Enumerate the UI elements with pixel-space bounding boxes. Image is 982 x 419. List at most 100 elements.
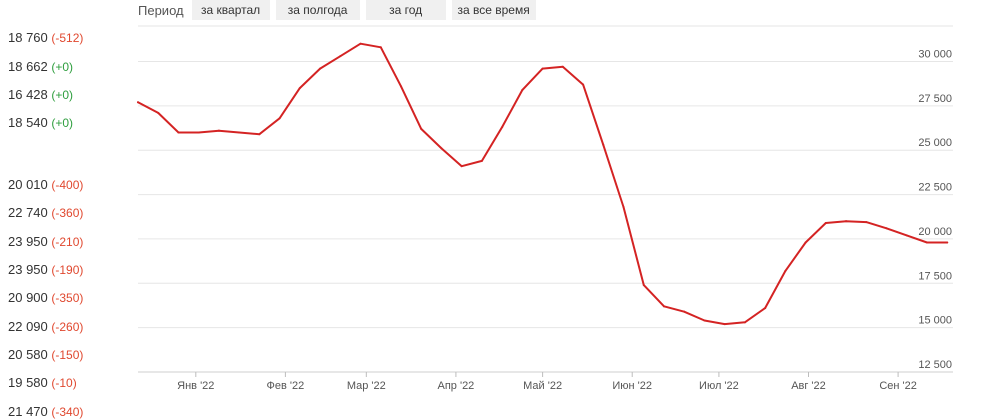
price-list-item: 20 580 (-150) [8,347,83,362]
price-delta: (-360) [51,206,84,220]
price-value: 20 010 [8,177,52,192]
price-delta: (-400) [51,178,84,192]
data-point [339,55,342,58]
data-point [420,127,423,130]
y-tick-label: 22 500 [918,182,952,194]
period-all-time-button[interactable]: за все время [451,0,536,20]
y-axis-ticks: 12 500 15 000 17 500 20 000 22 500 25 000 27 5… [918,48,952,371]
data-point [238,131,241,134]
x-axis-ticks: Янв '22 Фев '22 Мар '22 Апр '22 Май '22 Июн '… [177,372,917,392]
y-tick-label: 25 000 [918,137,952,149]
period-quarter-button[interactable]: за квартал [191,0,270,20]
data-point [946,241,949,244]
price-list-item: 18 760 (-512) [8,30,83,45]
price-list-item: 18 540 (+0) [8,115,73,130]
y-tick-label: 27 500 [918,93,952,105]
data-point [905,234,908,237]
price-list-item: 20 900 (-350) [8,290,83,305]
data-point [137,101,139,104]
period-year-button[interactable]: за год [365,0,446,20]
x-tick-label: Май '22 [523,380,562,392]
price-list-item: 22 740 (-360) [8,205,83,220]
data-point [440,147,443,150]
data-point [925,241,928,244]
data-point [278,117,281,120]
price-list-item: 19 580 (-10) [8,375,77,390]
price-list-item: 16 428 (+0) [8,87,73,102]
price-delta: (+0) [51,60,74,74]
data-point [541,67,544,70]
data-point [824,221,827,224]
price-value: 16 428 [8,87,52,102]
data-point [743,321,746,324]
price-list-item: 18 662 (+0) [8,59,73,74]
price-delta: (-260) [51,320,84,334]
data-point [885,227,888,230]
y-tick-label: 12 500 [918,359,952,371]
x-tick-label: Янв '22 [177,380,214,392]
price-value: 18 662 [8,59,52,74]
data-point [197,131,200,134]
data-point [642,284,645,287]
price-series-points [137,42,949,326]
data-point [460,165,463,168]
x-tick-label: Апр '22 [438,380,475,392]
price-series-line [137,42,949,326]
data-point [399,85,402,88]
price-list-item: 23 950 (-210) [8,234,83,249]
price-list-item: 20 010 (-400) [8,177,83,192]
data-point [379,46,382,49]
price-value: 18 540 [8,115,52,130]
data-point [582,83,585,86]
data-point [703,319,706,322]
price-value: 23 950 [8,234,52,249]
data-point [177,131,180,134]
data-point [258,133,261,136]
data-point [480,159,483,162]
data-point [319,67,322,70]
data-point [622,205,625,208]
period-selector: Период за квартал за полгода за год за в… [138,0,542,20]
price-delta: (-10) [51,376,77,390]
price-delta: (-340) [51,405,84,419]
y-tick-label: 20 000 [918,226,952,238]
data-point [683,310,686,313]
price-delta: (-350) [51,291,84,305]
data-point [845,220,848,223]
y-tick-label: 15 000 [918,315,952,327]
x-tick-label: Июл '22 [699,380,739,392]
price-delta: (+0) [51,88,74,102]
price-list: 18 760 (-512) 18 662 (+0) 16 428 (+0) 18 54… [0,0,132,419]
data-point [521,88,524,91]
data-point [298,87,301,90]
price-delta: (-512) [51,31,84,45]
period-half-year-button[interactable]: за полгода [275,0,360,20]
x-tick-label: Авг '22 [791,380,826,392]
period-label: Период [138,2,184,18]
data-point [764,307,767,310]
data-point [561,65,564,68]
price-delta: (+0) [51,116,74,130]
data-point [662,305,665,308]
price-delta: (-150) [51,348,84,362]
price-value: 21 470 [8,404,52,419]
data-point [157,111,160,114]
data-point [359,42,362,45]
data-point [865,221,868,224]
data-point [217,129,220,132]
chart-grid [138,25,953,373]
x-tick-label: Мар '22 [347,380,386,392]
data-point [784,269,787,272]
price-value: 23 950 [8,262,52,277]
price-value: 22 090 [8,319,52,334]
y-tick-label: 30 000 [918,48,952,60]
y-tick-label: 17 500 [918,270,952,282]
x-tick-label: Июн '22 [612,380,652,392]
data-point [501,126,504,129]
price-value: 20 580 [8,347,52,362]
price-delta: (-190) [51,263,84,277]
price-list-item: 22 090 (-260) [8,319,83,334]
data-point [804,241,807,244]
x-tick-label: Сен '22 [879,380,917,392]
